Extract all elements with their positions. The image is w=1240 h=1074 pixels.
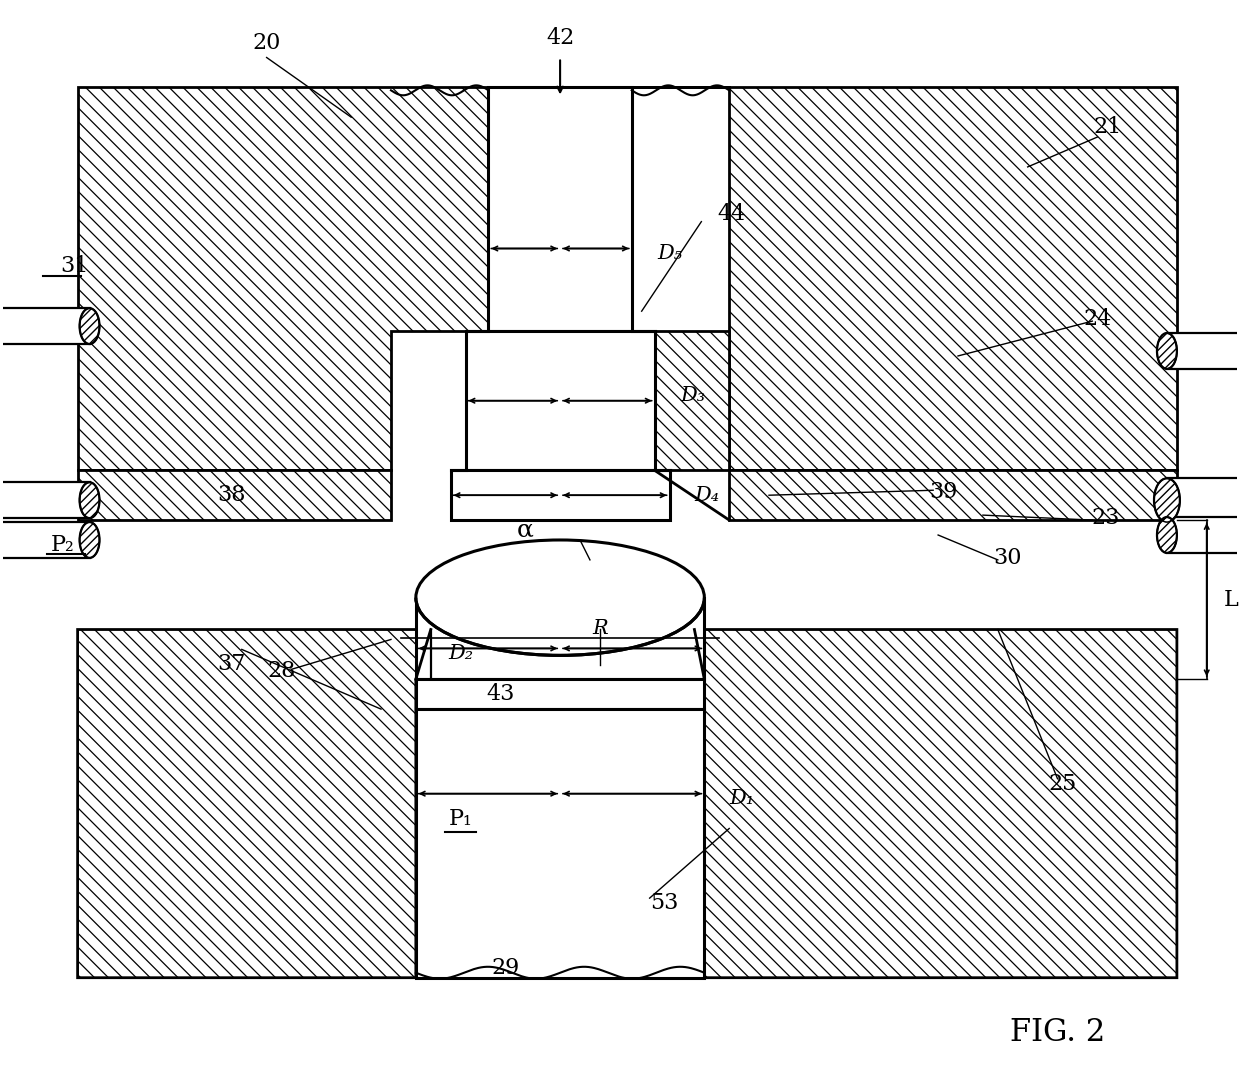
Text: FIG. 2: FIG. 2 <box>1009 1017 1105 1048</box>
Ellipse shape <box>1157 333 1177 368</box>
Polygon shape <box>415 709 704 977</box>
Polygon shape <box>0 308 89 344</box>
Bar <box>415 679 704 709</box>
Text: D₂: D₂ <box>448 644 474 663</box>
Text: D₃: D₃ <box>680 387 706 405</box>
Ellipse shape <box>1154 478 1180 522</box>
Text: 37: 37 <box>217 653 246 676</box>
Text: 29: 29 <box>491 957 520 978</box>
Polygon shape <box>729 470 1177 520</box>
Polygon shape <box>631 331 729 470</box>
Polygon shape <box>78 629 430 977</box>
Polygon shape <box>1167 478 1240 522</box>
Text: P₂: P₂ <box>51 534 74 556</box>
Text: 23: 23 <box>1091 507 1120 529</box>
Text: D₄: D₄ <box>694 485 720 505</box>
Bar <box>450 470 670 520</box>
Text: 43: 43 <box>486 683 515 706</box>
Polygon shape <box>78 87 489 470</box>
Ellipse shape <box>1157 517 1177 553</box>
Bar <box>415 598 704 679</box>
Text: 25: 25 <box>1048 772 1076 795</box>
Ellipse shape <box>79 522 99 557</box>
Text: 20: 20 <box>253 31 280 54</box>
Polygon shape <box>1167 517 1240 553</box>
Bar <box>489 87 631 331</box>
Ellipse shape <box>415 540 704 655</box>
Text: 44: 44 <box>717 203 745 224</box>
Polygon shape <box>0 482 89 518</box>
Text: P₁: P₁ <box>449 808 472 829</box>
Text: 53: 53 <box>650 892 678 914</box>
Text: 28: 28 <box>268 661 295 682</box>
Polygon shape <box>694 629 1177 977</box>
Text: L: L <box>1224 589 1239 611</box>
Text: D₅: D₅ <box>657 244 682 263</box>
Text: 21: 21 <box>1094 116 1121 139</box>
Bar <box>415 709 704 977</box>
Text: 39: 39 <box>929 481 957 504</box>
Ellipse shape <box>79 308 99 344</box>
Text: 31: 31 <box>61 256 89 277</box>
Text: α: α <box>517 519 533 541</box>
Text: 42: 42 <box>546 27 574 48</box>
Text: D₁: D₁ <box>729 789 755 808</box>
Text: 24: 24 <box>1084 308 1111 330</box>
Text: 38: 38 <box>217 484 246 506</box>
Text: R: R <box>591 619 608 638</box>
Polygon shape <box>1167 333 1240 368</box>
Polygon shape <box>78 470 391 520</box>
Polygon shape <box>631 87 1177 470</box>
Text: 30: 30 <box>993 547 1022 569</box>
Ellipse shape <box>79 482 99 518</box>
Bar <box>465 331 655 470</box>
Polygon shape <box>0 522 89 557</box>
